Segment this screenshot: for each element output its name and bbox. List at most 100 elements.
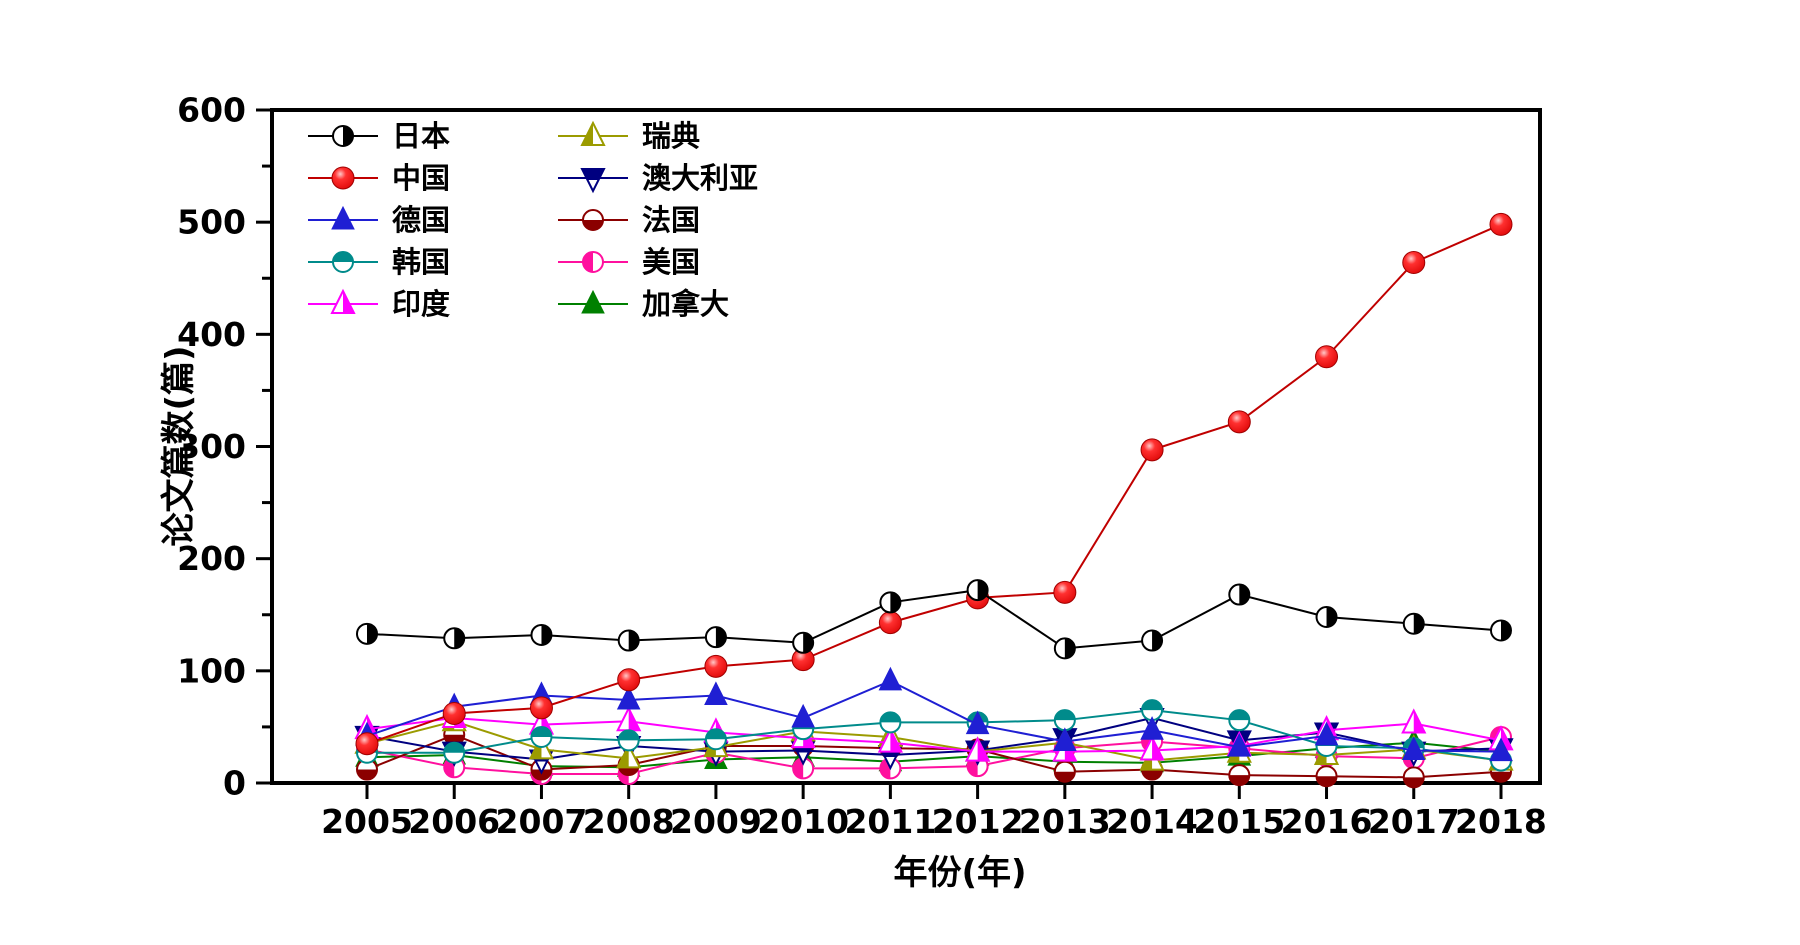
data-point-japan-2017	[1402, 612, 1425, 635]
y-tick-label: 0	[223, 764, 246, 803]
data-point-japan-2018	[1489, 619, 1512, 642]
legend-item-france: 法国	[558, 203, 700, 237]
data-point-china-2014	[1140, 438, 1164, 462]
series-line-china	[366, 223, 1502, 745]
data-point-japan-2010	[792, 631, 815, 654]
series-line-canada	[366, 741, 1502, 769]
x-tick-label: 2017	[1368, 802, 1460, 841]
legend-label-usa: 美国	[642, 245, 700, 279]
data-point-korea-2009	[704, 728, 727, 751]
data-point-japan-2015	[1228, 583, 1251, 606]
data-point-germany-2008	[616, 685, 641, 710]
legend-marker-germany	[331, 205, 355, 230]
data-point-china-2005	[355, 732, 379, 756]
legend-marker-china	[331, 166, 355, 190]
series-china	[355, 212, 1513, 756]
legend-item-india: 印度	[308, 287, 450, 321]
x-axis-title: 年份(年)	[893, 853, 1026, 893]
x-tick-label: 2010	[757, 802, 849, 841]
data-point-japan-2011	[879, 591, 902, 614]
data-point-china-2011	[878, 611, 902, 635]
data-point-japan-2007	[530, 623, 553, 646]
data-point-japan-2012	[966, 579, 989, 602]
data-point-korea-2015	[1228, 709, 1251, 732]
legend-marker-france	[582, 209, 604, 231]
data-point-korea-2011	[879, 711, 902, 734]
y-tick-label: 100	[177, 651, 246, 690]
x-tick-label: 2006	[408, 802, 500, 841]
x-tick-label: 2005	[321, 802, 413, 841]
data-point-china-2006	[442, 701, 466, 725]
data-point-china-2007	[529, 696, 553, 720]
x-tick-label: 2014	[1106, 802, 1198, 841]
legend-item-china: 中国	[308, 161, 450, 195]
x-tick-label: 2009	[670, 802, 762, 841]
data-point-china-2015	[1227, 410, 1251, 434]
plot-area: 0100200300400500600200520062007200820092…	[177, 91, 1547, 842]
data-point-china-2009	[704, 654, 728, 678]
series-line-france	[366, 733, 1502, 779]
data-point-japan-2008	[617, 629, 640, 652]
x-tick-label: 2013	[1019, 802, 1111, 841]
y-tick-label: 300	[177, 427, 246, 466]
x-tick-label: 2016	[1281, 802, 1373, 841]
series-line-sweden	[366, 720, 1502, 762]
data-point-japan-2006	[443, 627, 466, 650]
series-line-germany	[366, 679, 1502, 753]
x-tick-label: 2012	[932, 802, 1024, 841]
data-point-france-2015	[1228, 764, 1251, 787]
data-point-china-2016	[1315, 345, 1339, 369]
data-point-india-2008	[616, 706, 642, 732]
data-point-korea-2008	[617, 729, 640, 752]
legend-label-china: 中国	[392, 161, 450, 195]
legend-label-canada: 加拿大	[642, 287, 729, 321]
legend-marker-korea	[332, 251, 354, 273]
legend-item-japan: 日本	[308, 119, 450, 153]
x-tick-label: 2018	[1455, 802, 1547, 841]
legend-label-korea: 韩国	[392, 245, 450, 279]
legend-item-usa: 美国	[558, 245, 700, 279]
legend-label-japan: 日本	[392, 119, 450, 153]
legend-item-germany: 德国	[308, 203, 450, 237]
data-point-germany-2010	[791, 703, 815, 728]
data-point-germany-2015	[1227, 732, 1252, 757]
data-point-india-2017	[1401, 708, 1427, 734]
legend-marker-australia	[580, 168, 606, 194]
data-point-china-2013	[1053, 580, 1077, 604]
data-point-korea-2007	[530, 726, 553, 749]
plot-frame	[270, 108, 1542, 785]
y-tick-label: 400	[177, 315, 246, 354]
legend-label-australia: 澳大利亚	[642, 161, 758, 195]
data-point-germany-2013	[1053, 727, 1077, 751]
legend-item-australia: 澳大利亚	[558, 161, 758, 195]
y-tick-label: 200	[177, 539, 246, 578]
data-point-japan-2009	[704, 626, 727, 649]
y-axis-title: 论文篇数(篇)	[159, 345, 199, 546]
data-point-japan-2013	[1053, 637, 1076, 660]
legend-marker-canada	[581, 289, 605, 314]
data-point-germany-2012	[965, 710, 990, 735]
data-point-france-2016	[1315, 765, 1338, 788]
data-point-japan-2014	[1141, 629, 1164, 652]
data-point-france-2017	[1402, 766, 1425, 789]
x-tick-label: 2015	[1193, 802, 1285, 841]
data-point-china-2018	[1489, 212, 1513, 236]
legend-marker-sweden	[580, 120, 606, 146]
legend-label-india: 印度	[392, 287, 450, 321]
legend-marker-japan	[332, 125, 354, 147]
data-point-germany-2016	[1314, 721, 1339, 746]
x-tick-label: 2008	[583, 802, 675, 841]
series-japan	[356, 579, 1512, 660]
data-point-korea-2006	[443, 741, 466, 764]
data-point-germany-2014	[1140, 716, 1164, 740]
data-point-japan-2016	[1315, 605, 1338, 628]
data-point-korea-2013	[1053, 709, 1076, 732]
data-point-germany-2017	[1401, 736, 1426, 760]
series-line-korea	[367, 709, 1502, 762]
legend-label-france: 法国	[642, 203, 700, 237]
x-tick-label: 2011	[844, 802, 936, 841]
series-australia	[354, 707, 1514, 775]
y-tick-label: 600	[177, 91, 246, 130]
series-line-japan	[366, 589, 1502, 650]
